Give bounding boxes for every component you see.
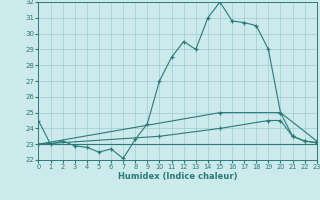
- X-axis label: Humidex (Indice chaleur): Humidex (Indice chaleur): [118, 172, 237, 181]
